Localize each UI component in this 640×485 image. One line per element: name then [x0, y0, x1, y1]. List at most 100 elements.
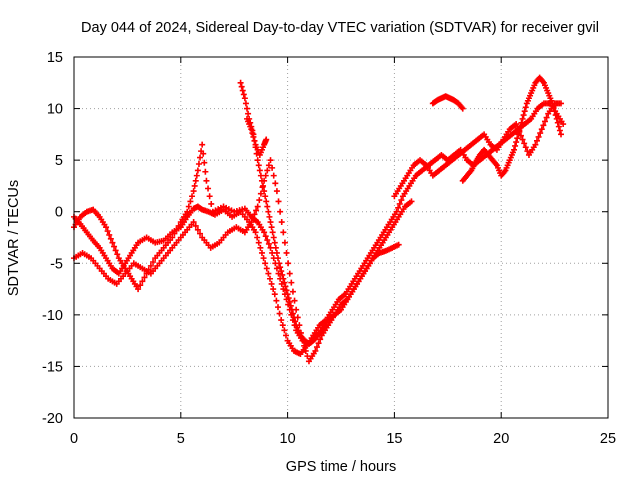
axis-tick-labels: 0 5 10 15 20 25 15 10 5 0 -5 -10 -15 -20 — [42, 50, 616, 447]
data-point — [278, 268, 285, 275]
data-point — [194, 167, 201, 174]
data-point — [201, 159, 208, 166]
data-point — [514, 124, 521, 131]
data-point — [291, 297, 298, 304]
x-tick-label: 0 — [70, 431, 78, 447]
data-point — [248, 219, 255, 226]
data-point — [302, 347, 309, 354]
y-tick-label: 15 — [47, 50, 63, 66]
data-point — [197, 230, 204, 237]
data-point — [270, 234, 277, 241]
data-point — [280, 275, 287, 282]
data-point — [258, 249, 265, 256]
data-point — [543, 114, 550, 121]
data-point — [558, 100, 565, 107]
data-point — [266, 213, 273, 220]
data-point — [276, 260, 283, 267]
data-point — [112, 247, 119, 254]
data-point — [135, 286, 142, 293]
data-point — [192, 177, 199, 184]
data-points — [71, 74, 567, 365]
data-point — [249, 130, 256, 137]
data-point — [278, 219, 285, 226]
data-point — [521, 108, 528, 115]
data-point — [171, 230, 178, 237]
data-point — [274, 255, 281, 262]
data-point — [283, 249, 290, 256]
data-point — [147, 262, 154, 269]
data-point — [408, 198, 415, 205]
x-tick-label: 15 — [386, 431, 402, 447]
data-point — [532, 141, 539, 148]
data-point — [237, 79, 244, 86]
data-point — [537, 130, 544, 137]
data-point — [254, 234, 261, 241]
data-point — [281, 279, 288, 286]
data-point — [323, 322, 330, 329]
data-point — [266, 275, 273, 282]
data-point — [191, 182, 198, 189]
x-tick-label: 20 — [493, 431, 509, 447]
data-point — [192, 222, 199, 229]
data-point — [275, 198, 282, 205]
data-point — [205, 185, 212, 192]
data-point — [173, 226, 180, 233]
data-point — [265, 162, 272, 169]
data-point — [262, 233, 269, 240]
data-point — [109, 239, 116, 246]
data-point — [139, 278, 146, 285]
data-point — [317, 336, 324, 343]
data-point — [393, 208, 400, 215]
data-point — [203, 177, 210, 184]
y-axis-label: SDTVAR / TECUs — [6, 180, 22, 296]
data-point — [104, 228, 111, 235]
data-point — [398, 197, 405, 204]
data-point — [244, 105, 251, 112]
data-point — [292, 318, 299, 325]
data-point — [141, 274, 148, 281]
data-point — [285, 260, 292, 267]
y-tick-label: 10 — [47, 102, 63, 118]
data-point — [111, 243, 118, 250]
data-point — [287, 302, 294, 309]
data-point — [274, 304, 281, 311]
y-tick-label: -10 — [42, 308, 63, 324]
data-point — [238, 83, 245, 90]
data-point — [103, 224, 110, 231]
data-point — [512, 142, 519, 149]
y-tick-label: 5 — [55, 153, 63, 169]
data-point — [197, 154, 204, 161]
data-point — [265, 240, 272, 247]
y-tick-label: 0 — [55, 205, 63, 221]
data-point — [277, 264, 284, 271]
data-point — [208, 200, 215, 207]
data-point — [206, 193, 213, 200]
data-point — [106, 231, 113, 238]
data-point — [245, 110, 252, 117]
data-point — [169, 234, 176, 241]
data-point — [282, 332, 289, 339]
data-point — [541, 118, 548, 125]
data-point — [273, 297, 280, 304]
series-6 — [429, 93, 466, 112]
data-point — [521, 140, 528, 147]
data-point — [254, 157, 261, 164]
data-point — [255, 162, 262, 169]
data-point — [262, 260, 269, 267]
data-point — [284, 291, 291, 298]
series-7 — [459, 74, 565, 184]
data-point — [272, 244, 279, 251]
data-point — [396, 200, 403, 207]
data-point — [260, 182, 267, 189]
data-point — [513, 139, 520, 146]
data-point — [395, 241, 402, 248]
data-point — [270, 286, 277, 293]
data-point — [114, 251, 121, 258]
data-point — [175, 222, 182, 229]
data-point — [519, 115, 526, 122]
data-point — [265, 270, 272, 277]
data-point — [187, 198, 194, 205]
y-tick-label: -20 — [42, 411, 63, 427]
data-point — [273, 249, 280, 256]
data-point — [194, 226, 201, 233]
